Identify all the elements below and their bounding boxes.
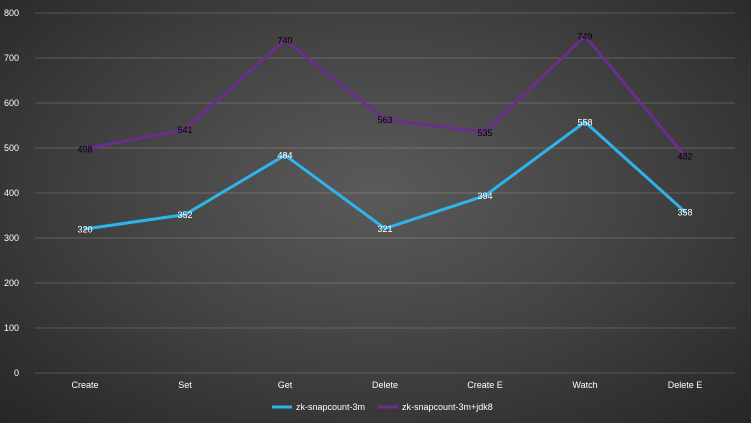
data-label: 535 bbox=[477, 128, 492, 138]
data-labels: 320 352 484 321 394 558 358 498 541 740 563 535 749 4… bbox=[77, 31, 692, 234]
series-line-2 bbox=[83, 34, 687, 158]
y-tick-label: 700 bbox=[4, 53, 19, 63]
x-tick-label: Create bbox=[71, 380, 98, 390]
x-tick-label: Get bbox=[278, 380, 293, 390]
legend-label: zk-snapcount-3m+jdk8 bbox=[402, 402, 493, 412]
y-tick-label: 0 bbox=[14, 368, 19, 378]
data-label: 740 bbox=[277, 36, 292, 46]
y-tick-label: 400 bbox=[4, 188, 19, 198]
data-label: 749 bbox=[577, 31, 592, 41]
data-label: 541 bbox=[177, 125, 192, 135]
x-axis-ticks: Create Set Get Delete Create E Watch Delete E bbox=[71, 380, 702, 390]
x-tick-label: Delete bbox=[372, 380, 398, 390]
x-tick-label: Watch bbox=[572, 380, 597, 390]
gridlines bbox=[35, 12, 735, 374]
data-label: 358 bbox=[677, 207, 692, 217]
data-label: 484 bbox=[277, 151, 292, 161]
x-tick-label: Create E bbox=[467, 380, 503, 390]
y-tick-label: 800 bbox=[4, 8, 19, 18]
legend-label: zk-snapcount-3m bbox=[296, 402, 365, 412]
x-tick-label: Delete E bbox=[668, 380, 703, 390]
x-tick-label: Set bbox=[178, 380, 192, 390]
y-tick-label: 300 bbox=[4, 233, 19, 243]
data-label: 352 bbox=[177, 210, 192, 220]
y-axis-ticks: 0 100 200 300 400 500 600 700 800 bbox=[4, 8, 19, 378]
legend: zk-snapcount-3m zk-snapcount-3m+jdk8 bbox=[272, 402, 493, 412]
y-tick-label: 600 bbox=[4, 98, 19, 108]
data-label: 394 bbox=[477, 191, 492, 201]
y-tick-label: 200 bbox=[4, 278, 19, 288]
data-label: 558 bbox=[577, 117, 592, 127]
series-line-1 bbox=[83, 120, 687, 231]
data-label: 320 bbox=[77, 225, 92, 235]
data-label: 482 bbox=[677, 152, 692, 162]
data-label: 498 bbox=[77, 144, 92, 154]
data-label: 321 bbox=[377, 224, 392, 234]
data-label: 563 bbox=[377, 115, 392, 125]
y-tick-label: 100 bbox=[4, 323, 19, 333]
y-tick-label: 500 bbox=[4, 143, 19, 153]
series-lines bbox=[83, 34, 687, 231]
